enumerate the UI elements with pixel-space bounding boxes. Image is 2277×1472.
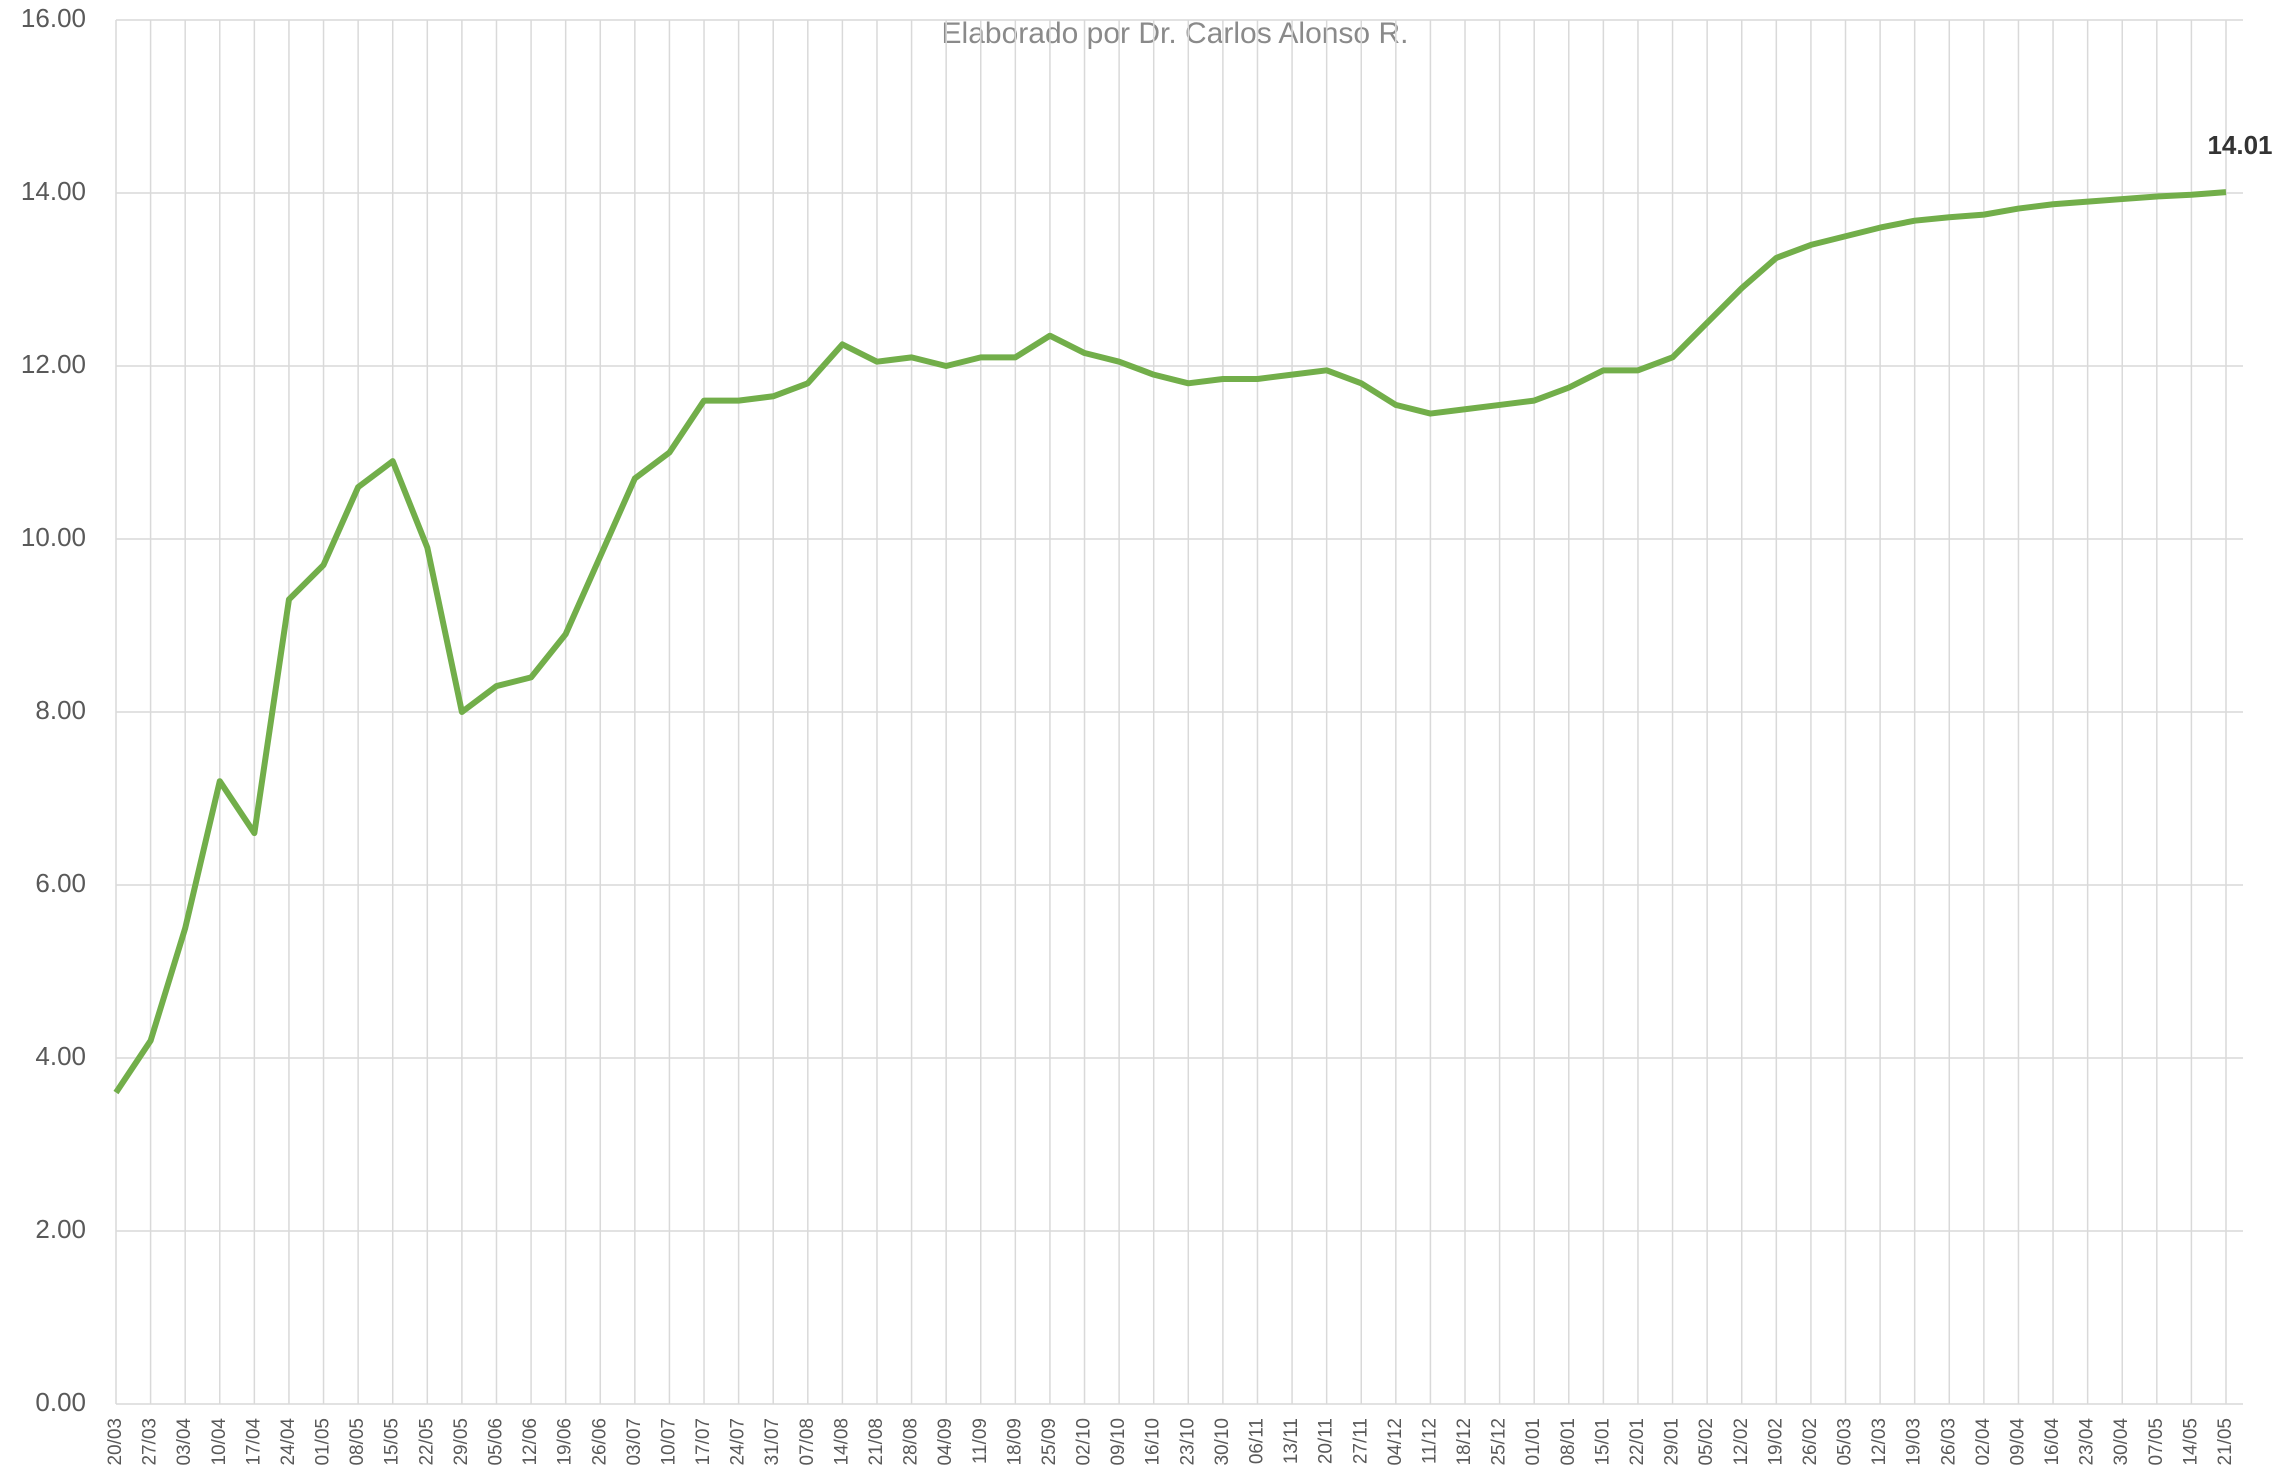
x-tick-label: 12/03 — [1869, 1418, 1890, 1466]
x-tick-label: 30/10 — [1212, 1418, 1233, 1466]
x-tick-label: 16/04 — [2042, 1418, 2063, 1466]
x-tick-label: 15/05 — [382, 1418, 403, 1466]
y-tick-label: 4.00 — [35, 1041, 86, 1071]
x-tick-label: 14/08 — [831, 1418, 852, 1466]
y-tick-label: 2.00 — [35, 1214, 86, 1244]
x-tick-label: 12/06 — [520, 1418, 541, 1466]
x-tick-label: 29/05 — [451, 1418, 472, 1466]
x-tick-label: 27/11 — [1350, 1418, 1371, 1464]
x-tick-label: 10/07 — [658, 1418, 679, 1466]
x-tick-label: 26/02 — [1800, 1418, 1821, 1466]
x-tick-label: 19/02 — [1765, 1418, 1786, 1466]
x-tick-label: 07/08 — [797, 1418, 818, 1466]
x-tick-label: 02/04 — [1973, 1418, 1994, 1466]
x-tick-label: 01/01 — [1523, 1418, 1544, 1466]
x-tick-label: 09/10 — [1108, 1418, 1129, 1466]
line-series — [113, 189, 2227, 1095]
x-tick-label: 04/12 — [1385, 1418, 1406, 1466]
x-tick-label: 05/03 — [1835, 1418, 1856, 1466]
y-tick-label: 12.00 — [21, 349, 86, 379]
x-tick-label: 19/03 — [1904, 1418, 1925, 1466]
x-tick-label: 10/04 — [209, 1418, 230, 1466]
x-tick-label: 17/04 — [243, 1418, 264, 1466]
y-tick-label: 10.00 — [21, 522, 86, 552]
x-tick-label: 06/11 — [1246, 1418, 1267, 1464]
x-tick-label: 26/03 — [1938, 1418, 1959, 1466]
x-tick-label: 12/02 — [1731, 1418, 1752, 1466]
x-tick-label: 08/05 — [347, 1418, 368, 1466]
x-tick-label: 16/10 — [1143, 1418, 1164, 1466]
y-tick-label: 6.00 — [35, 868, 86, 898]
x-tick-label: 23/10 — [1177, 1418, 1198, 1466]
x-tick-label: 20/11 — [1316, 1418, 1337, 1464]
x-tick-label: 04/09 — [935, 1418, 956, 1466]
x-tick-label: 30/04 — [2111, 1418, 2132, 1466]
x-tick-label: 09/04 — [2007, 1418, 2028, 1466]
x-tick-label: 15/01 — [1592, 1418, 1613, 1466]
x-tick-label: 24/04 — [278, 1418, 299, 1466]
x-tick-label: 14/05 — [2180, 1418, 2201, 1466]
x-tick-label: 24/07 — [728, 1418, 749, 1466]
x-tick-label: 31/07 — [762, 1418, 783, 1466]
x-tick-label: 11/09 — [970, 1418, 991, 1464]
x-tick-label: 08/01 — [1558, 1418, 1579, 1466]
x-tick-label: 27/03 — [140, 1418, 161, 1466]
x-tick-label: 03/07 — [624, 1418, 645, 1466]
x-tick-label: 21/05 — [2215, 1418, 2236, 1466]
x-tick-label: 22/01 — [1627, 1418, 1648, 1466]
x-tick-label: 19/06 — [555, 1418, 576, 1466]
x-tick-label: 17/07 — [693, 1418, 714, 1466]
x-tick-label: 29/01 — [1662, 1418, 1683, 1466]
x-tick-label: 01/05 — [313, 1418, 334, 1466]
y-tick-label: 14.00 — [21, 176, 86, 206]
chart-subtitle: Elaborado por Dr. Carlos Alonso R. — [942, 17, 1409, 50]
x-tick-label: 03/04 — [174, 1418, 195, 1466]
y-tick-label: 8.00 — [35, 695, 86, 725]
x-tick-label: 26/06 — [589, 1418, 610, 1466]
x-tick-label: 18/09 — [1004, 1418, 1025, 1466]
x-tick-label: 25/12 — [1489, 1418, 1510, 1466]
x-tick-label: 02/10 — [1074, 1418, 1095, 1466]
y-tick-label: 0.00 — [35, 1387, 86, 1417]
x-tick-label: 18/12 — [1454, 1418, 1475, 1466]
x-tick-label: 05/02 — [1696, 1418, 1717, 1466]
x-tick-label: 21/08 — [866, 1418, 887, 1466]
y-tick-label: 16.00 — [21, 3, 86, 33]
x-tick-label: 13/11 — [1281, 1418, 1302, 1464]
x-tick-label: 25/09 — [1039, 1418, 1060, 1466]
x-tick-label: 07/05 — [2146, 1418, 2167, 1466]
x-tick-label: 23/04 — [2077, 1418, 2098, 1466]
x-tick-label: 20/03 — [105, 1418, 126, 1466]
annotation: 14.01 — [2207, 130, 2272, 160]
x-tick-label: 11/12 — [1419, 1418, 1440, 1464]
x-tick-label: 22/05 — [416, 1418, 437, 1466]
x-tick-label: 28/08 — [901, 1418, 922, 1466]
x-tick-label: 05/06 — [486, 1418, 507, 1466]
